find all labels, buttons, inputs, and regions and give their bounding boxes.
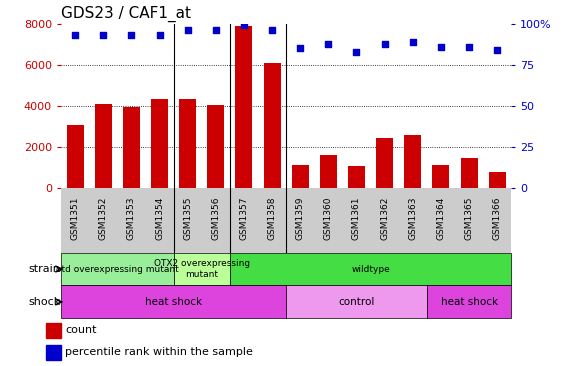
Point bbox=[493, 47, 502, 53]
Bar bbox=[235, 26, 252, 188]
Text: GSM1357: GSM1357 bbox=[239, 196, 249, 240]
Text: GDS23 / CAF1_at: GDS23 / CAF1_at bbox=[61, 6, 191, 22]
Bar bbox=[207, 105, 224, 188]
Text: GSM1361: GSM1361 bbox=[352, 196, 361, 240]
Point bbox=[296, 46, 305, 52]
Point bbox=[380, 41, 389, 46]
Text: GSM1359: GSM1359 bbox=[296, 196, 304, 240]
Bar bbox=[286, 285, 427, 318]
Text: GSM1356: GSM1356 bbox=[211, 196, 220, 240]
Text: GSM1360: GSM1360 bbox=[324, 196, 333, 240]
Bar bbox=[179, 99, 196, 188]
Text: strain: strain bbox=[28, 264, 60, 274]
Text: count: count bbox=[65, 325, 96, 335]
Point bbox=[267, 27, 277, 33]
Bar bbox=[404, 135, 421, 188]
Text: otd overexpressing mutant: otd overexpressing mutant bbox=[56, 265, 179, 273]
Bar bbox=[348, 166, 365, 188]
Bar bbox=[174, 253, 230, 285]
Bar bbox=[489, 172, 505, 188]
Text: GSM1362: GSM1362 bbox=[380, 196, 389, 240]
Point bbox=[464, 44, 474, 50]
Bar bbox=[46, 323, 61, 338]
Point bbox=[127, 32, 136, 38]
Point bbox=[183, 27, 192, 33]
Text: GSM1365: GSM1365 bbox=[465, 196, 474, 240]
Bar bbox=[461, 158, 478, 188]
Point bbox=[99, 32, 108, 38]
Bar bbox=[432, 165, 449, 188]
Bar bbox=[230, 253, 511, 285]
Text: GSM1366: GSM1366 bbox=[493, 196, 502, 240]
Text: control: control bbox=[338, 297, 375, 307]
Text: GSM1355: GSM1355 bbox=[183, 196, 192, 240]
Text: OTX2 overexpressing
mutant: OTX2 overexpressing mutant bbox=[153, 259, 250, 279]
Text: GSM1352: GSM1352 bbox=[99, 196, 107, 240]
Text: GSM1363: GSM1363 bbox=[408, 196, 417, 240]
Bar bbox=[292, 165, 309, 188]
Text: percentile rank within the sample: percentile rank within the sample bbox=[65, 347, 253, 357]
Bar bbox=[61, 285, 286, 318]
Point bbox=[408, 39, 417, 45]
Point bbox=[352, 49, 361, 55]
Text: GSM1364: GSM1364 bbox=[436, 196, 446, 240]
Bar bbox=[123, 107, 140, 188]
Text: GSM1353: GSM1353 bbox=[127, 196, 136, 240]
Bar bbox=[61, 253, 174, 285]
Text: GSM1351: GSM1351 bbox=[70, 196, 80, 240]
Bar bbox=[376, 138, 393, 188]
Point bbox=[436, 44, 446, 50]
Bar bbox=[67, 125, 84, 188]
Point bbox=[70, 32, 80, 38]
Bar bbox=[320, 154, 337, 188]
Bar bbox=[264, 63, 281, 188]
Point bbox=[239, 22, 249, 28]
Point bbox=[211, 27, 220, 33]
Text: GSM1358: GSM1358 bbox=[268, 196, 277, 240]
Text: heat shock: heat shock bbox=[440, 297, 498, 307]
Bar bbox=[95, 104, 112, 188]
Bar bbox=[151, 99, 168, 188]
Point bbox=[324, 41, 333, 46]
Point bbox=[155, 32, 164, 38]
Bar bbox=[427, 285, 511, 318]
Bar bbox=[46, 345, 61, 360]
Text: shock: shock bbox=[28, 297, 60, 307]
Text: wildtype: wildtype bbox=[351, 265, 390, 273]
Text: GSM1354: GSM1354 bbox=[155, 196, 164, 240]
Text: heat shock: heat shock bbox=[145, 297, 202, 307]
